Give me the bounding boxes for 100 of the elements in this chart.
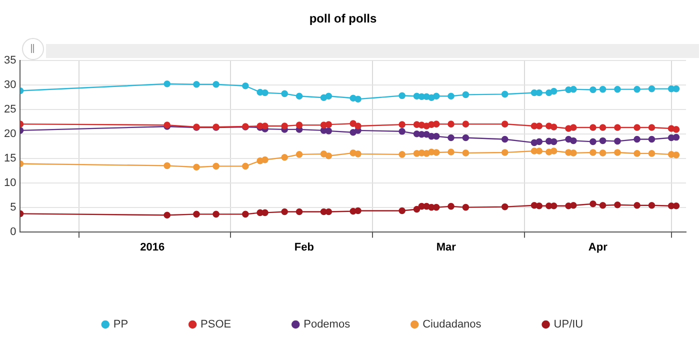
point	[570, 124, 577, 131]
point	[590, 138, 596, 146]
legend-label: PP	[113, 318, 128, 331]
point	[501, 203, 508, 210]
y-tick-label: 25	[4, 103, 16, 116]
point	[462, 120, 470, 128]
point	[281, 208, 288, 216]
point	[413, 206, 420, 213]
point	[634, 202, 640, 209]
point	[550, 88, 558, 95]
point	[536, 138, 543, 146]
point	[570, 150, 577, 156]
point	[536, 202, 543, 210]
point	[325, 128, 332, 134]
y-tick-label: 35	[4, 54, 16, 66]
point	[448, 202, 454, 210]
chart-title: poll of polls	[309, 12, 377, 26]
point	[672, 152, 680, 158]
point	[614, 138, 621, 145]
point	[648, 202, 656, 209]
point	[193, 210, 200, 218]
point	[325, 152, 332, 160]
y-tick-label: 20	[4, 128, 16, 140]
point	[536, 122, 543, 130]
x-tick-label: Apr	[588, 241, 608, 254]
point	[599, 137, 606, 144]
point	[614, 86, 621, 93]
point	[432, 204, 440, 211]
point	[590, 124, 596, 131]
point	[432, 132, 440, 140]
point	[354, 122, 362, 130]
point	[448, 120, 454, 128]
point	[164, 162, 170, 170]
point	[296, 122, 303, 128]
point	[462, 91, 470, 98]
point	[242, 82, 249, 90]
point	[570, 137, 577, 144]
point	[354, 207, 362, 214]
point	[648, 85, 656, 92]
point	[648, 150, 656, 157]
y-tick-label: 15	[4, 152, 16, 164]
point	[448, 92, 454, 100]
point	[614, 201, 621, 208]
point	[501, 90, 508, 98]
legend-label: Ciudadanos	[422, 318, 482, 331]
point	[634, 150, 640, 157]
point	[432, 120, 440, 128]
point	[672, 126, 680, 133]
point	[590, 86, 596, 94]
point	[614, 124, 621, 131]
point	[262, 89, 268, 96]
point	[599, 124, 606, 131]
point	[354, 96, 362, 102]
point	[614, 149, 621, 156]
point	[262, 209, 268, 216]
x-tick-label: 2016	[140, 241, 165, 254]
point	[648, 124, 656, 131]
point	[648, 136, 656, 143]
legend-label: PSOE	[200, 318, 232, 331]
point	[296, 92, 303, 100]
point	[501, 120, 508, 128]
point	[296, 151, 303, 158]
point	[599, 202, 606, 209]
point	[462, 150, 470, 156]
y-tick-label: 0	[10, 226, 16, 238]
point	[398, 121, 406, 128]
point	[536, 89, 543, 96]
point	[448, 134, 454, 142]
point	[281, 90, 288, 98]
point	[501, 149, 508, 156]
point	[672, 85, 680, 92]
legend-label: UP/IU	[554, 318, 584, 331]
point	[262, 156, 268, 164]
point	[212, 210, 220, 218]
point	[634, 124, 640, 131]
point	[212, 162, 220, 170]
point	[550, 148, 558, 154]
point	[398, 128, 406, 135]
point	[634, 136, 640, 143]
point	[550, 202, 558, 210]
point	[590, 149, 596, 156]
point	[398, 151, 406, 158]
point	[325, 121, 332, 128]
point	[462, 204, 470, 211]
point	[634, 86, 640, 93]
y-tick-label: 30	[4, 78, 16, 91]
point	[242, 210, 249, 218]
point	[325, 92, 332, 100]
x-tick-label: Mar	[436, 241, 457, 254]
point	[570, 202, 577, 209]
y-tick-label: 10	[4, 176, 16, 189]
point	[398, 92, 406, 100]
legend-label: Podemos	[304, 318, 351, 331]
point	[350, 120, 357, 127]
point	[193, 80, 200, 88]
point	[536, 148, 543, 154]
point	[281, 122, 288, 130]
point	[164, 80, 170, 88]
point	[462, 134, 470, 142]
point	[599, 86, 606, 93]
